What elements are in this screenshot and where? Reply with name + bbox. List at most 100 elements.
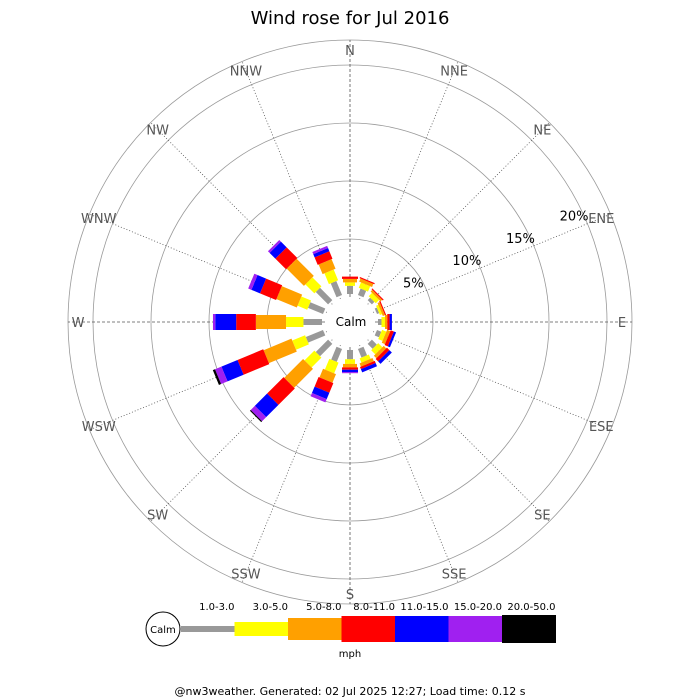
- bar-nnw-3.0-5.0: [324, 269, 339, 285]
- direction-label-sw: SW: [147, 508, 168, 523]
- bar-nne-1.0-3.0: [357, 288, 367, 298]
- direction-label-ese: ESE: [589, 420, 614, 435]
- bar-stack-w: [212, 314, 323, 330]
- legend-calm-label: Calm: [150, 625, 176, 636]
- bar-wnw-5.0-8.0: [276, 286, 303, 308]
- bar-nne-3.0-5.0: [358, 282, 371, 292]
- legend-label-8.0-11.0: 8.0-11.0: [353, 602, 395, 613]
- bar-se-8.0-11.0: [375, 347, 390, 362]
- bar-sw-3.0-5.0: [304, 350, 322, 368]
- chart-title: Wind rose for Jul 2016: [251, 8, 450, 29]
- bar-sw-8.0-11.0: [267, 377, 295, 405]
- bar-stack-nnw: [312, 245, 343, 298]
- bar-ene-8.0-11.0: [379, 300, 387, 317]
- bar-wsw-15.0-20.0: [214, 366, 228, 385]
- bar-e-8.0-11.0: [387, 314, 390, 330]
- bar-s-11.0-15.0: [342, 369, 358, 373]
- legend: Calm 1.0-3.0 3.0-5.0 5.0-8.0 8.0-11.0 11.0-1…: [145, 602, 556, 660]
- ring-labels: 5% 10% 15% 20%: [403, 210, 589, 292]
- legend-items: 1.0-3.0 3.0-5.0 5.0-8.0 8.0-11.0 11.0-15.0 15…: [181, 602, 556, 643]
- bar-nw-5.0-8.0: [286, 258, 314, 286]
- bar-e-1.0-3.0: [378, 319, 382, 325]
- ring-label-5: 5%: [403, 276, 424, 291]
- calm-center: Calm: [325, 297, 375, 347]
- bar-nw-1.0-3.0: [315, 287, 333, 305]
- bar-wnw-8.0-11.0: [259, 278, 283, 301]
- direction-label-nw: NW: [146, 124, 169, 139]
- bar-ne-8.0-11.0: [371, 288, 384, 301]
- legend-unit: mph: [339, 649, 361, 660]
- bar-n-8.0-11.0: [342, 276, 358, 279]
- bar-w-8.0-11.0: [236, 314, 256, 330]
- bar-sse-11.0-15.0: [360, 363, 377, 373]
- direction-label-n: N: [345, 44, 355, 59]
- bar-ese-11.0-15.0: [387, 331, 397, 348]
- bar-sse-3.0-5.0: [359, 354, 371, 363]
- bar-wnw-3.0-5.0: [297, 296, 312, 310]
- bar-wsw-1.0-3.0: [305, 329, 326, 343]
- direction-label-sse: SSE: [442, 567, 467, 582]
- bar-w-5.0-8.0: [255, 315, 287, 329]
- bar-stack-ese: [374, 329, 397, 348]
- bar-se-11.0-15.0: [378, 350, 392, 364]
- bar-nw-3.0-5.0: [305, 277, 322, 294]
- bar-ene-5.0-8.0: [377, 302, 385, 316]
- bar-stack-nne: [357, 276, 375, 298]
- bar-nne-8.0-11.0: [359, 276, 375, 285]
- bar-se-5.0-8.0: [373, 345, 387, 359]
- bar-ssw-1.0-3.0: [331, 346, 343, 362]
- legend-label-11.0-15.0: 11.0-15.0: [400, 602, 448, 613]
- bar-ese-5.0-8.0: [381, 329, 391, 345]
- bar-n-5.0-8.0: [343, 278, 357, 283]
- bar-nnw-11.0-15.0: [313, 248, 330, 258]
- bar-w-1.0-3.0: [303, 319, 323, 325]
- bar-stack-sw: [249, 339, 333, 423]
- calm-circle: [325, 297, 375, 347]
- bar-nnw-1.0-3.0: [330, 281, 343, 298]
- spoke-ne: [367, 122, 550, 305]
- legend-label-1.0-3.0: 1.0-3.0: [199, 602, 234, 613]
- bar-nw-15.0-20.0: [267, 239, 281, 253]
- bar-e-3.0-5.0: [381, 317, 385, 327]
- wind-bars: [212, 239, 397, 423]
- spoke-nne: [359, 61, 459, 300]
- bar-n-1.0-3.0: [347, 285, 353, 294]
- bar-wnw-1.0-3.0: [307, 302, 326, 315]
- bar-s-5.0-8.0: [343, 363, 357, 368]
- bar-sw-15.0-20.0: [250, 405, 267, 422]
- bar-sse-5.0-8.0: [359, 358, 374, 367]
- bar-stack-ssw: [310, 346, 343, 403]
- bar-stack-wsw: [212, 329, 326, 385]
- bar-nnw-5.0-8.0: [318, 259, 336, 275]
- legend-label-5.0-8.0: 5.0-8.0: [306, 602, 341, 613]
- bar-wsw-11.0-15.0: [221, 359, 244, 382]
- bar-w-3.0-5.0: [286, 317, 304, 327]
- bar-se-1.0-3.0: [367, 339, 377, 349]
- bar-n-3.0-5.0: [345, 282, 355, 286]
- bar-stack-ne: [367, 288, 384, 305]
- bar-s-1.0-3.0: [347, 350, 353, 360]
- bar-stack-se: [367, 339, 392, 364]
- bar-nne-5.0-8.0: [359, 278, 374, 288]
- bar-se-3.0-5.0: [371, 343, 383, 355]
- bar-nw-11.0-15.0: [269, 241, 287, 259]
- bar-stack-e: [378, 314, 392, 330]
- bar-stack-s: [342, 350, 358, 374]
- bar-wnw-11.0-15.0: [251, 275, 267, 294]
- legend-swatch-20.0-50.0: [502, 615, 556, 643]
- bar-nnw-8.0-11.0: [314, 251, 333, 265]
- bar-ne-5.0-8.0: [370, 289, 383, 302]
- ring-label-20: 20%: [560, 210, 589, 225]
- bar-sse-8.0-11.0: [359, 360, 376, 370]
- bar-wsw-5.0-8.0: [263, 338, 297, 364]
- bar-ne-1.0-3.0: [367, 297, 375, 305]
- bar-ene-3.0-5.0: [376, 304, 383, 316]
- bar-nnw-15.0-20.0: [312, 245, 329, 255]
- spoke-sse: [359, 344, 459, 583]
- ring-label-15: 15%: [506, 232, 535, 247]
- bar-w-15.0-20.0: [212, 314, 216, 330]
- bar-sw-5.0-8.0: [284, 358, 314, 388]
- direction-label-se: SE: [534, 508, 550, 523]
- bar-wsw-20.0-50.0: [212, 369, 222, 385]
